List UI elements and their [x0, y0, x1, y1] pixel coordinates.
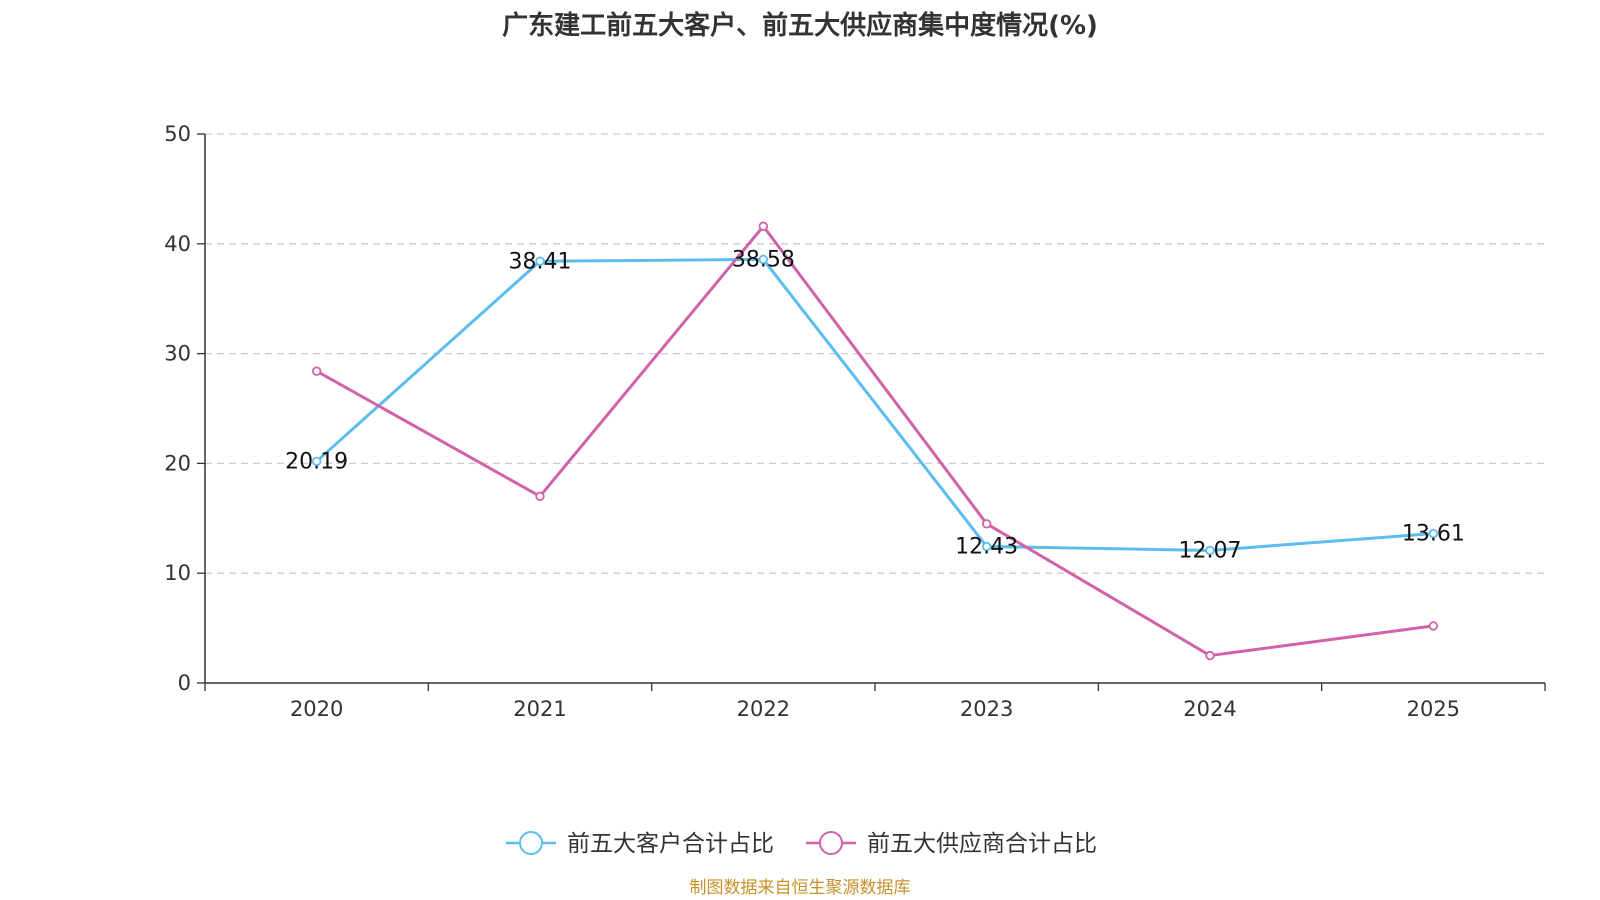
- series-line-1: [315, 224, 1434, 658]
- data-point: [1205, 545, 1215, 556]
- data-point: [535, 256, 545, 266]
- data-point: [758, 221, 769, 231]
- series-layer: [311, 221, 1439, 661]
- data-point: [311, 366, 322, 376]
- data-label: 12.43: [955, 535, 1018, 560]
- gridlines: [205, 133, 1545, 574]
- y-tick-label: 30: [164, 342, 191, 366]
- data-point: [758, 254, 769, 265]
- y-tick-label: 50: [164, 122, 191, 146]
- chart-title: 广东建工前五大客户、前五大供应商集中度情况(%): [502, 10, 1098, 41]
- data-label: 13.61: [1402, 522, 1465, 547]
- legend-marker: [819, 831, 843, 855]
- y-tick-label: 10: [164, 561, 191, 585]
- data-label: 38.58: [732, 247, 795, 272]
- data-label: 12.07: [1179, 538, 1242, 563]
- data-labels: 20.19 38.41 38.58 12.43 12.07 13.61: [285, 247, 1465, 563]
- data-label: 20.19: [285, 449, 348, 474]
- x-tick-label: 2021: [513, 697, 566, 721]
- source-note: 制图数据来自恒生聚源数据库: [690, 878, 911, 898]
- legend-marker: [519, 831, 543, 855]
- x-tick-label: 2022: [737, 697, 790, 721]
- data-point: [311, 456, 322, 467]
- data-point: [535, 491, 545, 502]
- y-tick-label: 0: [178, 671, 191, 695]
- legend: 前五大客户合计占比 前五大供应商合计占比: [506, 831, 1097, 857]
- x-tick-label: 2023: [960, 697, 1013, 721]
- x-tick-label: 2025: [1407, 697, 1460, 721]
- axes: 0 10 20 30 40 50 2020 2021 2022 2023 2024 2025: [164, 122, 1546, 721]
- x-tick-label: 2020: [290, 697, 343, 721]
- y-tick-label: 40: [164, 232, 191, 256]
- data-point: [981, 519, 992, 529]
- data-point: [1428, 621, 1439, 631]
- data-label: 38.41: [509, 249, 572, 274]
- data-point: [1428, 528, 1439, 539]
- legend-label: 前五大客户合计占比: [567, 831, 774, 857]
- x-tick-label: 2024: [1183, 697, 1236, 721]
- legend-label: 前五大供应商合计占比: [867, 831, 1097, 857]
- y-tick-label: 20: [164, 451, 191, 475]
- data-point: [981, 541, 992, 552]
- series-line-0: [315, 257, 1434, 552]
- data-point: [1205, 650, 1215, 661]
